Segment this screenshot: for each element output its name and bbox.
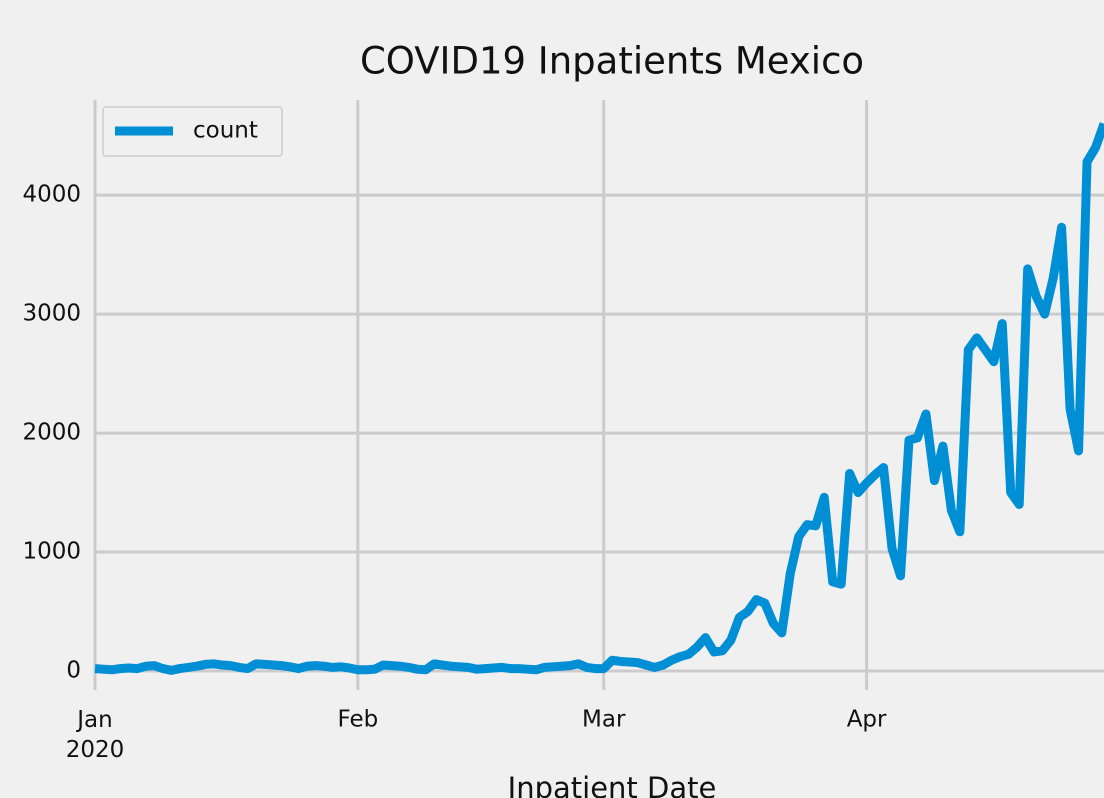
- x-tick-label: Apr: [847, 707, 887, 733]
- x-axis-label: Inpatient Date: [508, 771, 717, 798]
- y-tick-label: 3000: [22, 301, 81, 327]
- y-tick-label: 0: [66, 657, 81, 683]
- y-tick-label: 2000: [22, 420, 81, 446]
- x-tick-label: Jan 2020: [66, 707, 125, 763]
- legend: count: [102, 106, 283, 157]
- chart-title: COVID19 Inpatients Mexico: [360, 40, 864, 83]
- legend-label: count: [193, 118, 258, 144]
- legend-box: [102, 106, 283, 157]
- y-tick-label: 1000: [22, 539, 81, 565]
- y-tick-label: 4000: [22, 182, 81, 208]
- x-tick-label: Feb: [337, 707, 378, 733]
- data-line: [94, 122, 1104, 675]
- x-tick-label: Mar: [582, 707, 626, 733]
